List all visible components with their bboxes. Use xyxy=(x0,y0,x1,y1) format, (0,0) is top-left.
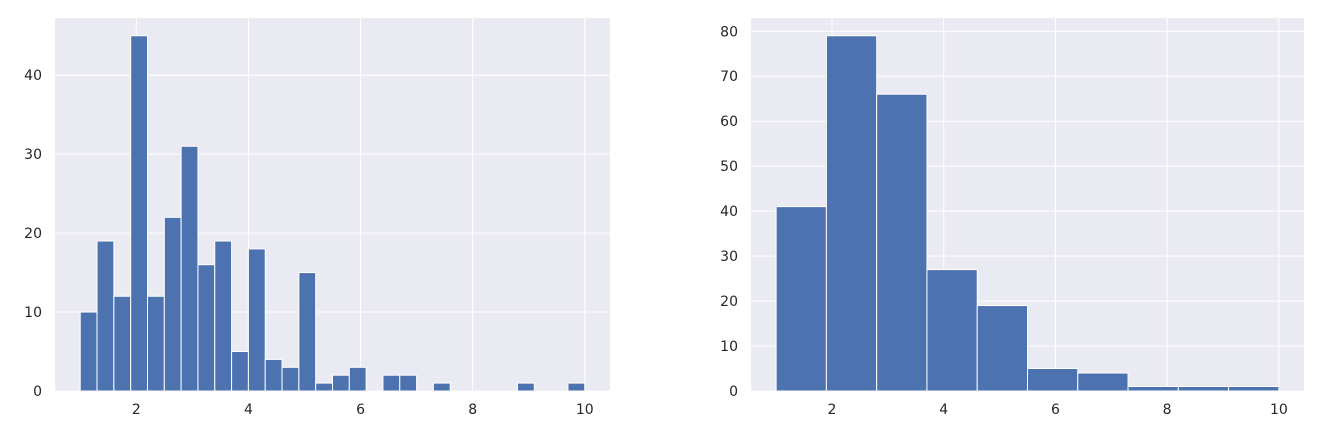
histogram-bar xyxy=(214,240,233,392)
histogram-bar xyxy=(348,366,367,392)
left-histogram-panel: 0 10 20 30 40 2 4 6 8 10 xyxy=(24,18,610,418)
right-histogram-panel: 0 10 20 30 40 50 60 70 80 2 4 6 8 10 xyxy=(720,18,1304,418)
y-tick-label: 80 xyxy=(720,24,738,40)
histogram-bar xyxy=(298,272,317,392)
histogram-bar xyxy=(247,248,266,392)
x-tick-label: 8 xyxy=(468,402,477,418)
histogram-bar xyxy=(79,311,98,392)
histogram-bar xyxy=(825,35,878,392)
y-tick-label: 50 xyxy=(720,159,738,175)
x-tick-label: 6 xyxy=(356,402,365,418)
histogram-bar xyxy=(399,374,418,392)
y-tick-label: 30 xyxy=(24,147,42,163)
x-tick-label: 10 xyxy=(576,402,594,418)
histogram-bar xyxy=(113,295,132,392)
histogram-bar xyxy=(96,240,115,392)
x-tick-label: 8 xyxy=(1163,402,1172,418)
histogram-bar xyxy=(1027,368,1079,392)
histogram-bar xyxy=(567,382,586,392)
histogram-bar xyxy=(775,206,827,392)
y-tick-label: 10 xyxy=(720,339,738,355)
histogram-bar xyxy=(382,374,401,392)
histogram-bar xyxy=(432,382,451,392)
x-tick-label: 2 xyxy=(828,402,837,418)
histogram-bar xyxy=(876,93,928,392)
y-tick-label: 40 xyxy=(720,204,738,220)
y-tick-label: 60 xyxy=(720,114,738,130)
y-tick-label: 20 xyxy=(720,294,738,310)
y-tick-label: 70 xyxy=(720,69,738,85)
histogram-bar xyxy=(130,35,149,392)
histogram-bar xyxy=(264,358,283,392)
y-tick-label: 30 xyxy=(720,249,738,265)
histogram-bar xyxy=(163,216,182,392)
y-tick-label: 40 xyxy=(24,68,42,84)
y-tick-label: 10 xyxy=(24,305,42,321)
histogram-bar xyxy=(231,351,249,392)
histogram-bar xyxy=(517,382,535,392)
y-tick-label: 0 xyxy=(729,384,738,400)
histogram-bar xyxy=(197,264,216,392)
x-tick-label: 6 xyxy=(1051,402,1060,418)
histogram-bar xyxy=(976,305,1029,392)
histogram-bar xyxy=(926,269,978,392)
y-tick-label: 0 xyxy=(33,384,42,400)
x-tick-label: 10 xyxy=(1270,402,1288,418)
y-tick-label: 20 xyxy=(24,226,42,242)
histogram-bar xyxy=(1127,386,1179,392)
histogram-bar xyxy=(332,374,350,392)
histogram-bar xyxy=(315,382,334,392)
histogram-bar xyxy=(1228,386,1280,392)
histogram-bar xyxy=(1177,386,1230,392)
histogram-bar xyxy=(1077,372,1129,392)
histogram-bar xyxy=(281,366,300,392)
x-tick-label: 4 xyxy=(244,402,253,418)
x-tick-label: 2 xyxy=(132,402,141,418)
histogram-bar xyxy=(147,295,165,392)
histogram-bar xyxy=(180,145,199,392)
x-tick-label: 4 xyxy=(939,402,948,418)
